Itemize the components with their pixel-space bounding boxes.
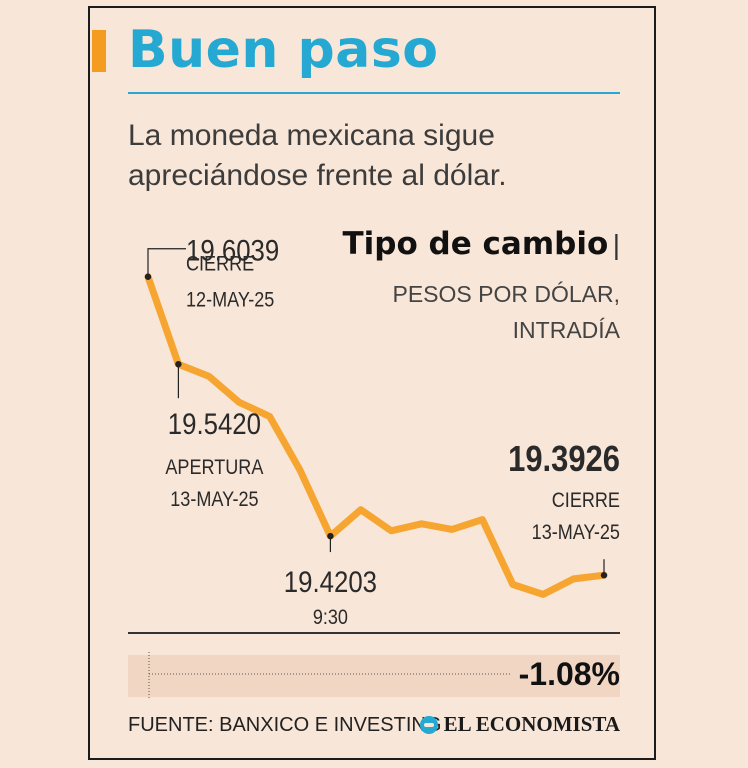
accent-bar (92, 30, 106, 72)
globe-icon (419, 715, 438, 734)
legend-unit: PESOS POR DÓLAR, INTRADÍA (392, 276, 620, 348)
legend-unit-line1: PESOS POR DÓLAR, (392, 281, 620, 307)
data-label-value: 19.4203 (284, 565, 377, 598)
change-value: -1.08% (518, 656, 620, 692)
legend-unit-line2: INTRADÍA (512, 317, 620, 343)
data-label-caption: CIERRE (186, 253, 254, 277)
data-label-date: 13-MAY-25 (532, 521, 620, 545)
brand-name: EL ECONOMISTA (443, 712, 620, 736)
data-label-value: 19.5420 (168, 407, 261, 440)
chart-divider (128, 632, 620, 634)
data-label-value: 19.3926 (508, 440, 620, 480)
data-label-caption: APERTURA (165, 456, 264, 480)
data-label-date: 12-MAY-25 (186, 289, 274, 313)
series-line (144, 273, 608, 598)
brand-logo: EL ECONOMISTA (419, 712, 620, 737)
data-label-value: 19.6039 (186, 234, 279, 267)
source-text: FUENTE: BANXICO E INVESTING (128, 714, 442, 736)
infographic-card (88, 6, 656, 760)
data-point-marker (144, 273, 152, 280)
title-rule (128, 92, 620, 94)
data-point-marker (327, 532, 334, 540)
legend-separator: | (612, 229, 620, 260)
legend-title-text: Tipo de cambio (342, 226, 609, 262)
leader-line (147, 248, 186, 277)
data-point-marker (600, 572, 608, 579)
data-point-marker (175, 360, 182, 368)
data-label-caption: 9:30 (313, 606, 348, 630)
change-strip (128, 655, 620, 697)
data-label-caption: CIERRE (552, 489, 620, 513)
data-label-date: 13-MAY-25 (170, 488, 258, 512)
legend-title: Tipo de cambio | (342, 226, 620, 262)
page-title: Buen paso (128, 20, 439, 80)
subtitle: La moneda mexicana sigue apreciándose fr… (128, 119, 507, 192)
